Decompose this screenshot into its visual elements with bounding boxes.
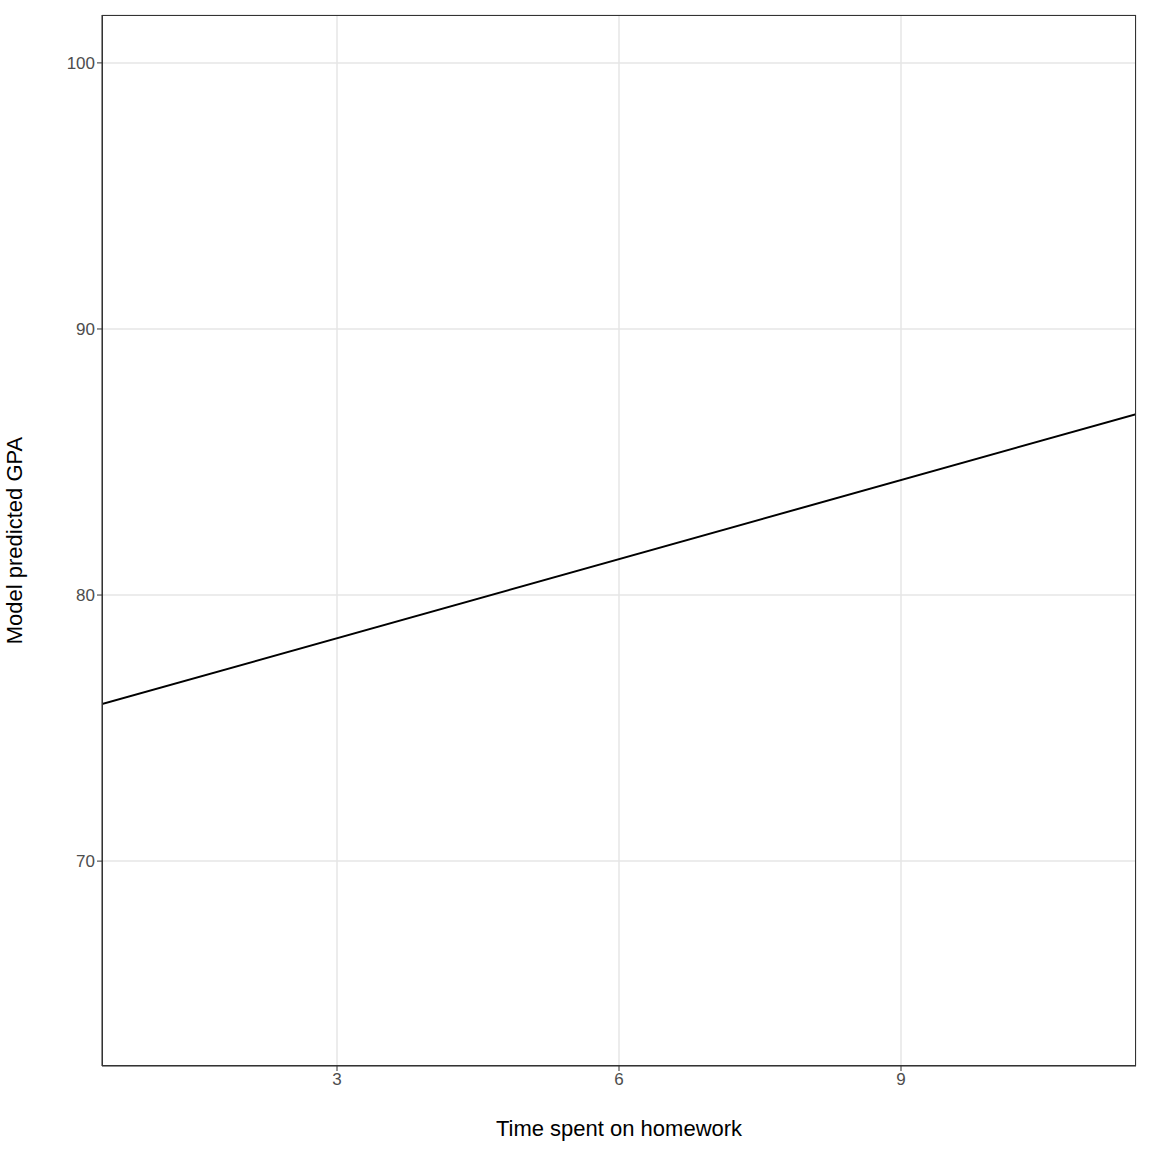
svg-text:90: 90 [76,320,95,339]
svg-text:9: 9 [896,1070,905,1089]
svg-text:70: 70 [76,852,95,871]
svg-text:Model predicted GPA: Model predicted GPA [8,436,27,644]
svg-text:3: 3 [332,1070,341,1089]
svg-text:80: 80 [76,586,95,605]
svg-text:100: 100 [67,54,95,73]
svg-text:Time spent on homework: Time spent on homework [496,1116,743,1141]
svg-text:6: 6 [614,1070,623,1089]
